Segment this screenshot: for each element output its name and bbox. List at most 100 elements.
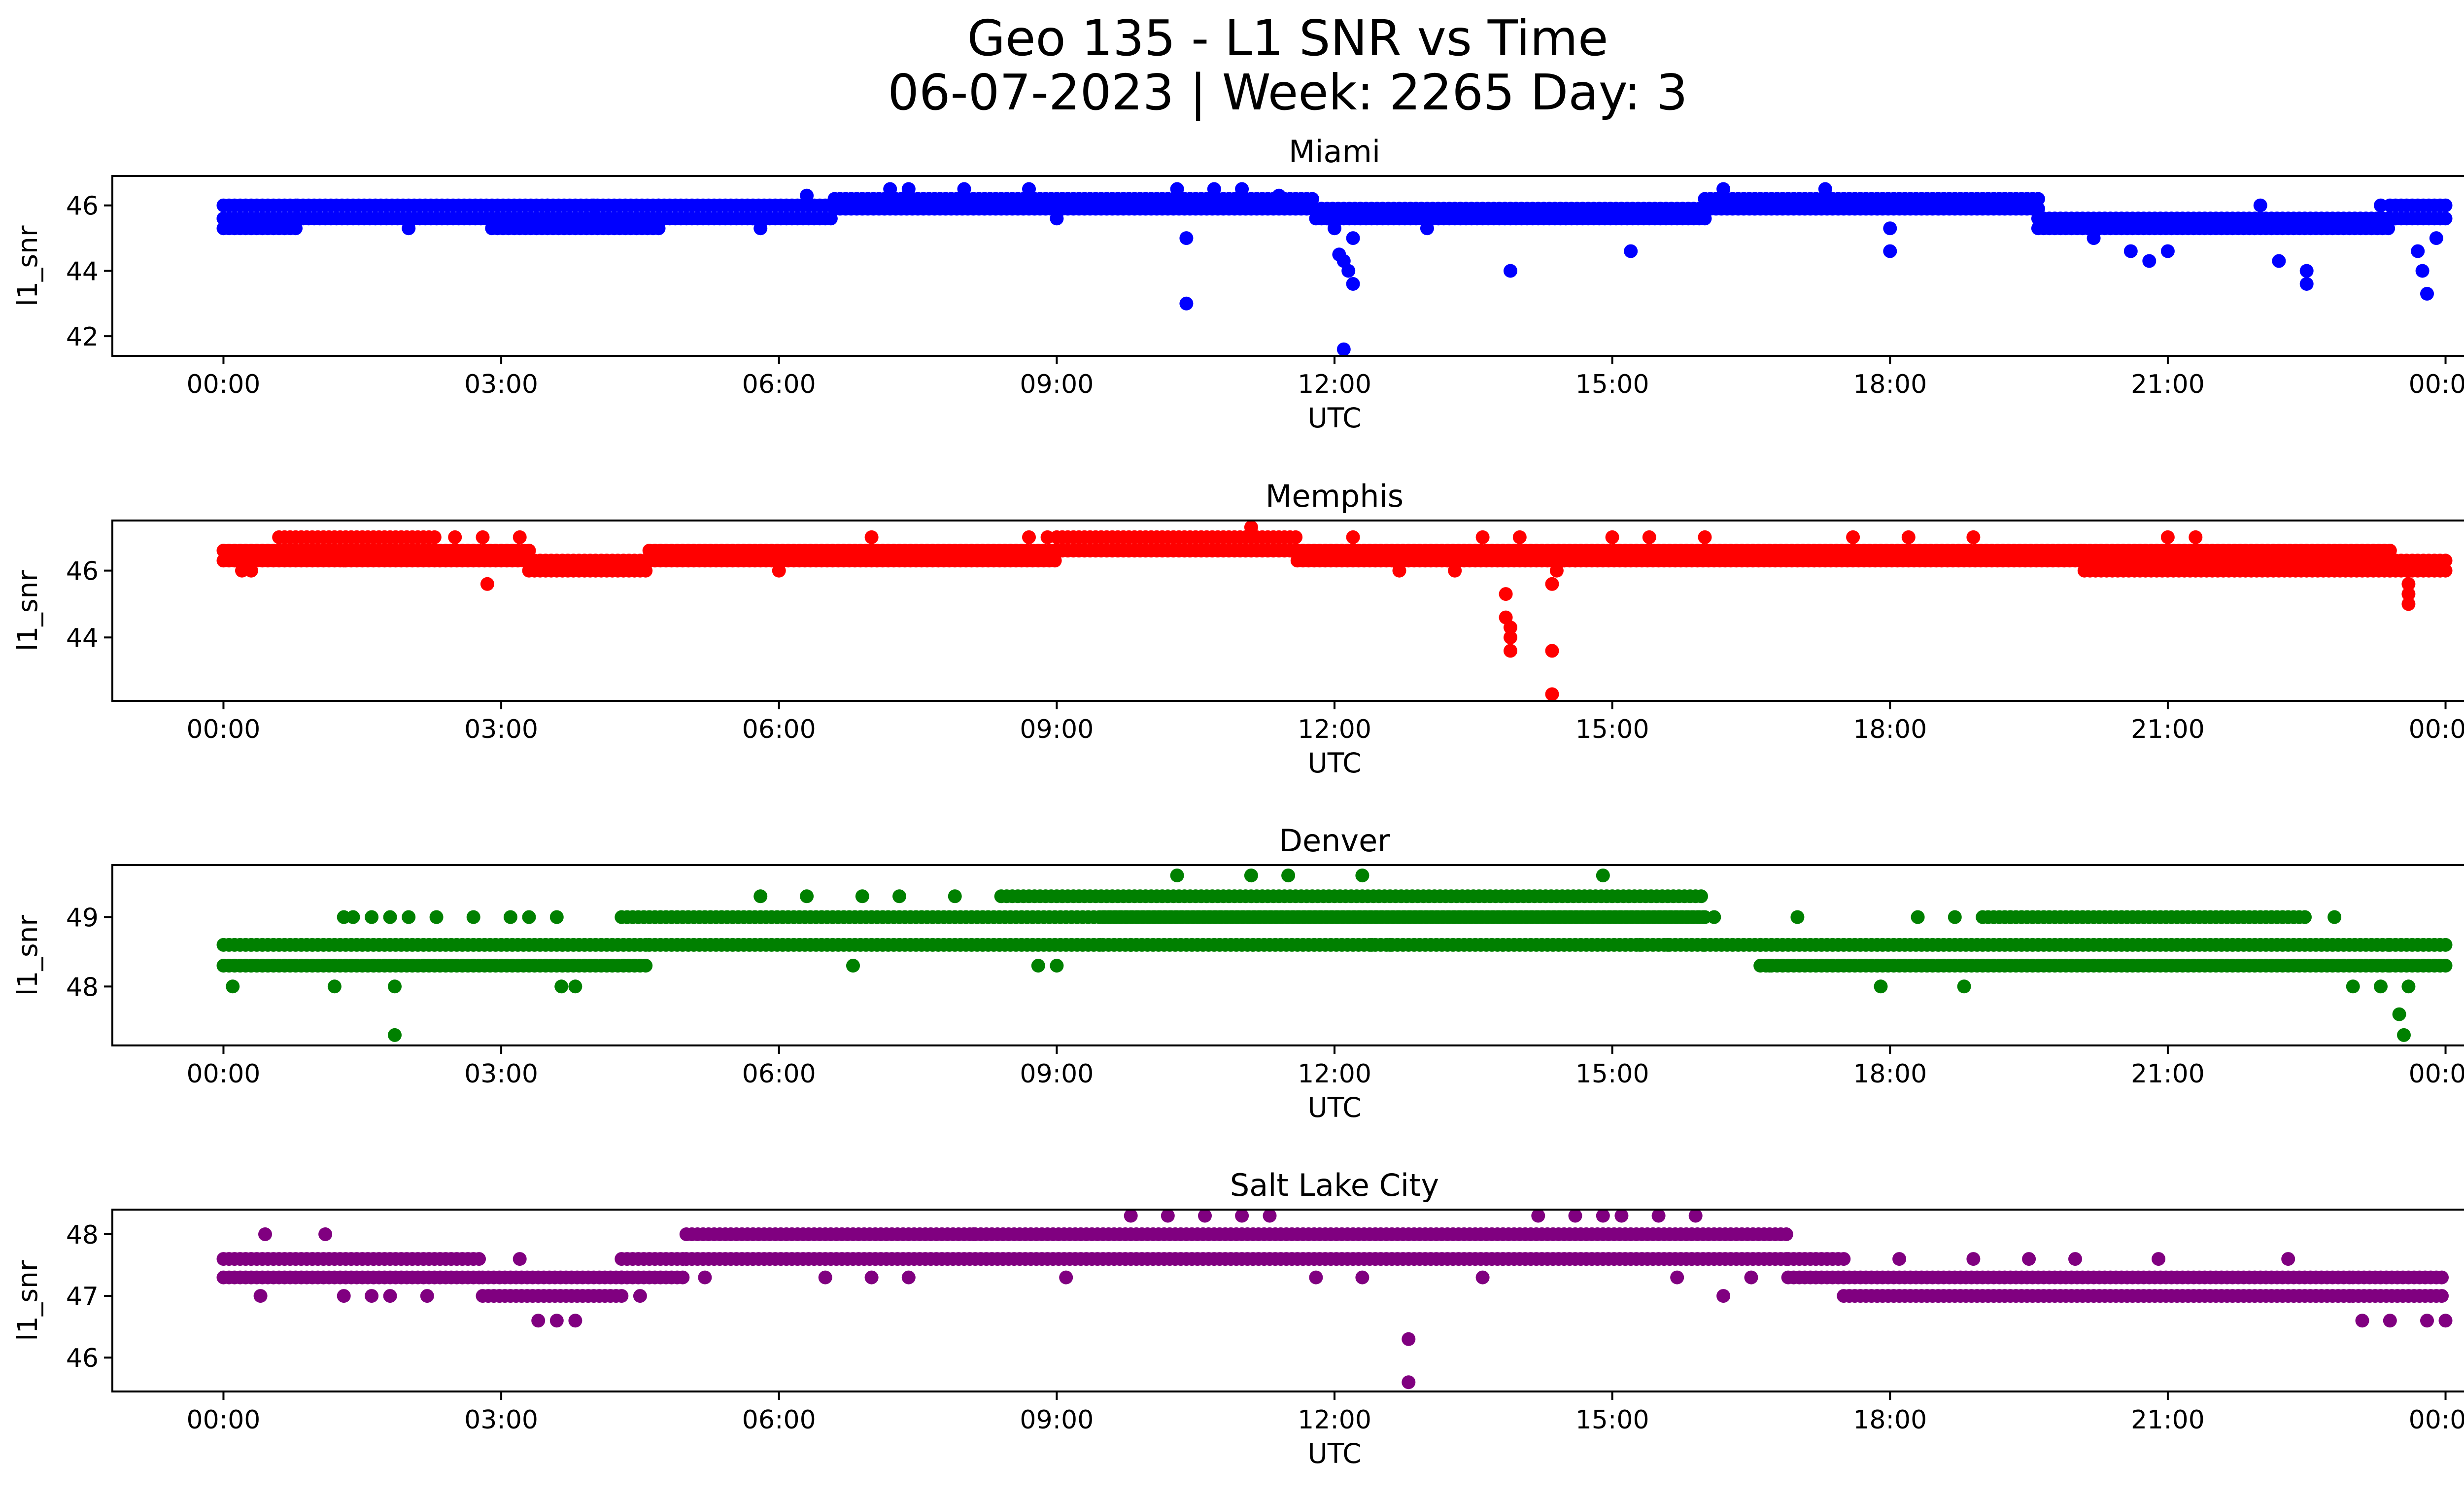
data-point	[1694, 889, 1708, 904]
data-point	[2189, 530, 2203, 544]
data-point	[503, 910, 517, 924]
data-point	[2281, 1252, 2295, 1266]
x-tick-label: 00:00	[2409, 1405, 2464, 1435]
data-point	[2435, 1289, 2449, 1303]
data-point	[2123, 244, 2138, 258]
data-point	[2253, 198, 2267, 212]
x-tick-label: 03:00	[464, 370, 538, 399]
data-point	[1624, 244, 1638, 258]
data-point	[1504, 620, 1517, 634]
data-point	[2160, 530, 2175, 544]
data-point	[1022, 530, 1036, 544]
data-point	[402, 910, 416, 924]
x-tick-label: 18:00	[1853, 715, 1927, 744]
x-tick-label: 18:00	[1853, 370, 1927, 399]
data-point	[531, 1314, 546, 1328]
data-point	[2299, 264, 2314, 278]
data-point	[1763, 959, 1777, 973]
x-tick-label: 00:00	[187, 1405, 261, 1435]
data-point	[1707, 910, 1721, 924]
y-tick-label: 49	[66, 904, 99, 933]
data-point	[2022, 1252, 2036, 1266]
data-point	[1281, 869, 1296, 883]
data-point	[901, 182, 916, 196]
data-point	[2435, 1270, 2449, 1285]
data-point	[818, 1270, 832, 1285]
y-tick-label: 47	[66, 1282, 99, 1312]
data-point	[753, 221, 768, 236]
data-point	[1355, 1270, 1369, 1285]
data-point	[1818, 182, 1832, 196]
x-tick-label: 06:00	[742, 1405, 816, 1435]
data-point	[1846, 530, 1860, 544]
data-point	[1651, 1209, 1666, 1223]
x-tick-label: 09:00	[1020, 370, 1094, 399]
data-point	[892, 889, 906, 904]
data-point	[1499, 587, 1513, 601]
data-point	[2438, 563, 2453, 578]
data-point	[2383, 1314, 2397, 1328]
x-tick-label: 15:00	[1575, 1059, 1649, 1089]
data-point	[1696, 910, 1710, 924]
data-point	[2401, 577, 2416, 591]
x-tick-label: 15:00	[1575, 370, 1649, 399]
data-point	[513, 530, 527, 544]
data-point	[2438, 1314, 2453, 1328]
data-point	[1504, 264, 1517, 278]
data-point	[1244, 520, 1258, 534]
data-point	[2003, 910, 2018, 924]
x-axis-label: UTC	[1307, 1438, 1361, 1469]
data-point	[966, 1227, 981, 1241]
data-point	[216, 211, 231, 226]
data-point	[2087, 231, 2101, 245]
data-point	[2438, 554, 2453, 568]
data-point	[1545, 644, 1559, 658]
data-point	[800, 188, 814, 203]
data-point	[1605, 530, 1619, 544]
y-axis-label: l1_snr	[12, 570, 43, 651]
data-point	[1892, 1252, 1907, 1266]
y-tick-label: 42	[66, 322, 99, 352]
data-point	[1031, 959, 1045, 973]
data-point	[1837, 1252, 1851, 1266]
y-tick-label: 46	[66, 557, 99, 587]
data-point	[1614, 1209, 1629, 1223]
data-point	[476, 530, 490, 544]
data-point	[1336, 342, 1351, 356]
x-tick-label: 03:00	[464, 1405, 538, 1435]
marker-group	[216, 182, 2453, 356]
x-tick-label: 00:00	[187, 715, 261, 744]
data-point	[2142, 254, 2156, 268]
data-point	[615, 1289, 629, 1303]
panel-title: Miami	[1289, 134, 1380, 170]
data-point	[1661, 938, 1675, 952]
x-tick-label: 00:00	[187, 370, 261, 399]
data-point	[2438, 959, 2453, 973]
chart-salt-lake-city: 00:00 03:00 06:00 09:00 12:00 15:00 18:00 21:00…	[12, 1167, 2464, 1469]
data-point	[2327, 910, 2342, 924]
data-point	[1716, 1289, 1731, 1303]
data-point	[633, 1289, 647, 1303]
data-point	[1124, 938, 1138, 952]
data-point	[2346, 979, 2360, 994]
figure-title-line-2: 06-07-2023 | Week: 2265 Day: 3	[888, 64, 1687, 121]
data-point	[383, 910, 397, 924]
data-point	[1022, 182, 1036, 196]
x-tick-label: 21:00	[2131, 1059, 2205, 1089]
data-point	[1966, 1252, 1981, 1266]
x-tick-label: 09:00	[1020, 1405, 1094, 1435]
data-point	[1198, 1209, 1212, 1223]
marker-group	[216, 869, 2453, 1042]
data-point	[429, 910, 444, 924]
data-point	[1420, 221, 1434, 236]
data-point	[676, 1270, 690, 1285]
x-tick-label: 00:00	[2409, 1059, 2464, 1089]
data-point	[2272, 254, 2286, 268]
x-tick-label: 06:00	[742, 370, 816, 399]
data-point	[1235, 182, 1249, 196]
x-axis-label: UTC	[1307, 747, 1361, 779]
data-point	[2355, 1314, 2369, 1328]
y-tick-label: 48	[66, 1220, 99, 1250]
data-point	[466, 910, 480, 924]
x-tick-label: 12:00	[1298, 1405, 1371, 1435]
